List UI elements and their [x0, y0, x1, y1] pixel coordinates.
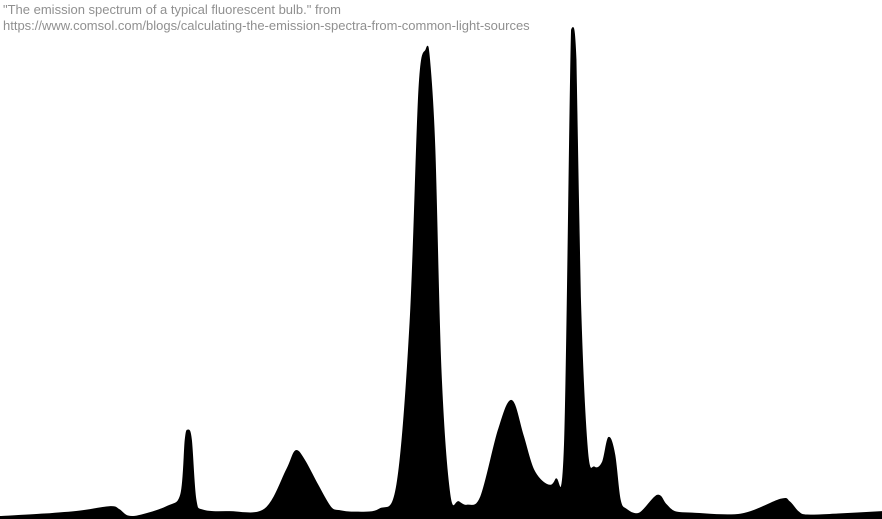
spectrum-point [466, 504, 468, 506]
spectrum-point [797, 511, 799, 513]
spectrum-point [511, 399, 513, 401]
spectrum-point [674, 511, 676, 513]
spectrum-point [665, 503, 667, 505]
spectrum-point [167, 505, 169, 507]
spectrum-point [184, 439, 186, 441]
spectrum-point [522, 434, 524, 436]
spectrum-point [434, 148, 436, 150]
spectrum-point [425, 49, 427, 51]
spectrum-point [691, 512, 693, 514]
chart-caption: "The emission spectrum of a typical fluo… [3, 2, 530, 34]
spectrum-point [118, 509, 120, 511]
spectrum-point [418, 88, 420, 90]
spectrum-point [440, 370, 442, 372]
spectrum-point [625, 508, 627, 510]
spectrum-point [619, 498, 621, 500]
spectrum-point [378, 508, 380, 510]
spectrum-point [294, 450, 296, 452]
spectrum-point [352, 511, 354, 513]
spectrum-point [330, 506, 332, 508]
spectrum-point [806, 514, 808, 516]
spectrum-point [396, 483, 398, 485]
spectrum-point [458, 501, 460, 503]
spectrum-point [740, 513, 742, 515]
spectrum-point [563, 444, 565, 446]
spectrum-point [571, 29, 573, 31]
caption-line-2: https://www.comsol.com/blogs/calculating… [3, 18, 530, 33]
spectrum-point [409, 320, 411, 322]
spectrum-point [608, 436, 610, 438]
spectrum-point [195, 498, 197, 500]
spectrum-point [187, 429, 189, 431]
spectrum-point [127, 515, 129, 517]
spectrum-point [303, 459, 305, 461]
spectrum-point [601, 461, 603, 463]
spectrum-point [614, 454, 616, 456]
spectrum-point [43, 513, 45, 515]
spectrum-point [579, 296, 581, 298]
spectrum-point [533, 469, 535, 471]
spectrum-point [837, 513, 839, 515]
spectrum-point [202, 509, 204, 511]
spectrum-point [497, 429, 499, 431]
spectrum-point [339, 510, 341, 512]
spectrum-point [140, 514, 142, 516]
spectrum-point [593, 466, 595, 468]
spectrum-point [638, 512, 640, 514]
caption-line-1: "The emission spectrum of a typical fluo… [3, 2, 341, 17]
spectrum-point [78, 510, 80, 512]
spectrum-point [788, 501, 790, 503]
spectrum-point [480, 496, 482, 498]
spectrum-point [286, 469, 288, 471]
spectrum-point [228, 511, 230, 513]
spectrum-point [429, 59, 431, 61]
spectrum-point [575, 59, 577, 61]
spectrum-point [190, 439, 192, 441]
spectrum-point [109, 506, 111, 508]
spectrum-point [449, 493, 451, 495]
spectrum-point [546, 483, 548, 485]
spectrum-point [555, 478, 557, 480]
spectrum-point [780, 498, 782, 500]
spectrum-point [180, 493, 182, 495]
spectrum-point [586, 449, 588, 451]
spectrum-area [0, 27, 882, 519]
spectrum-point [317, 483, 319, 485]
spectrum-point [264, 508, 266, 510]
spectrum-point [656, 494, 658, 496]
